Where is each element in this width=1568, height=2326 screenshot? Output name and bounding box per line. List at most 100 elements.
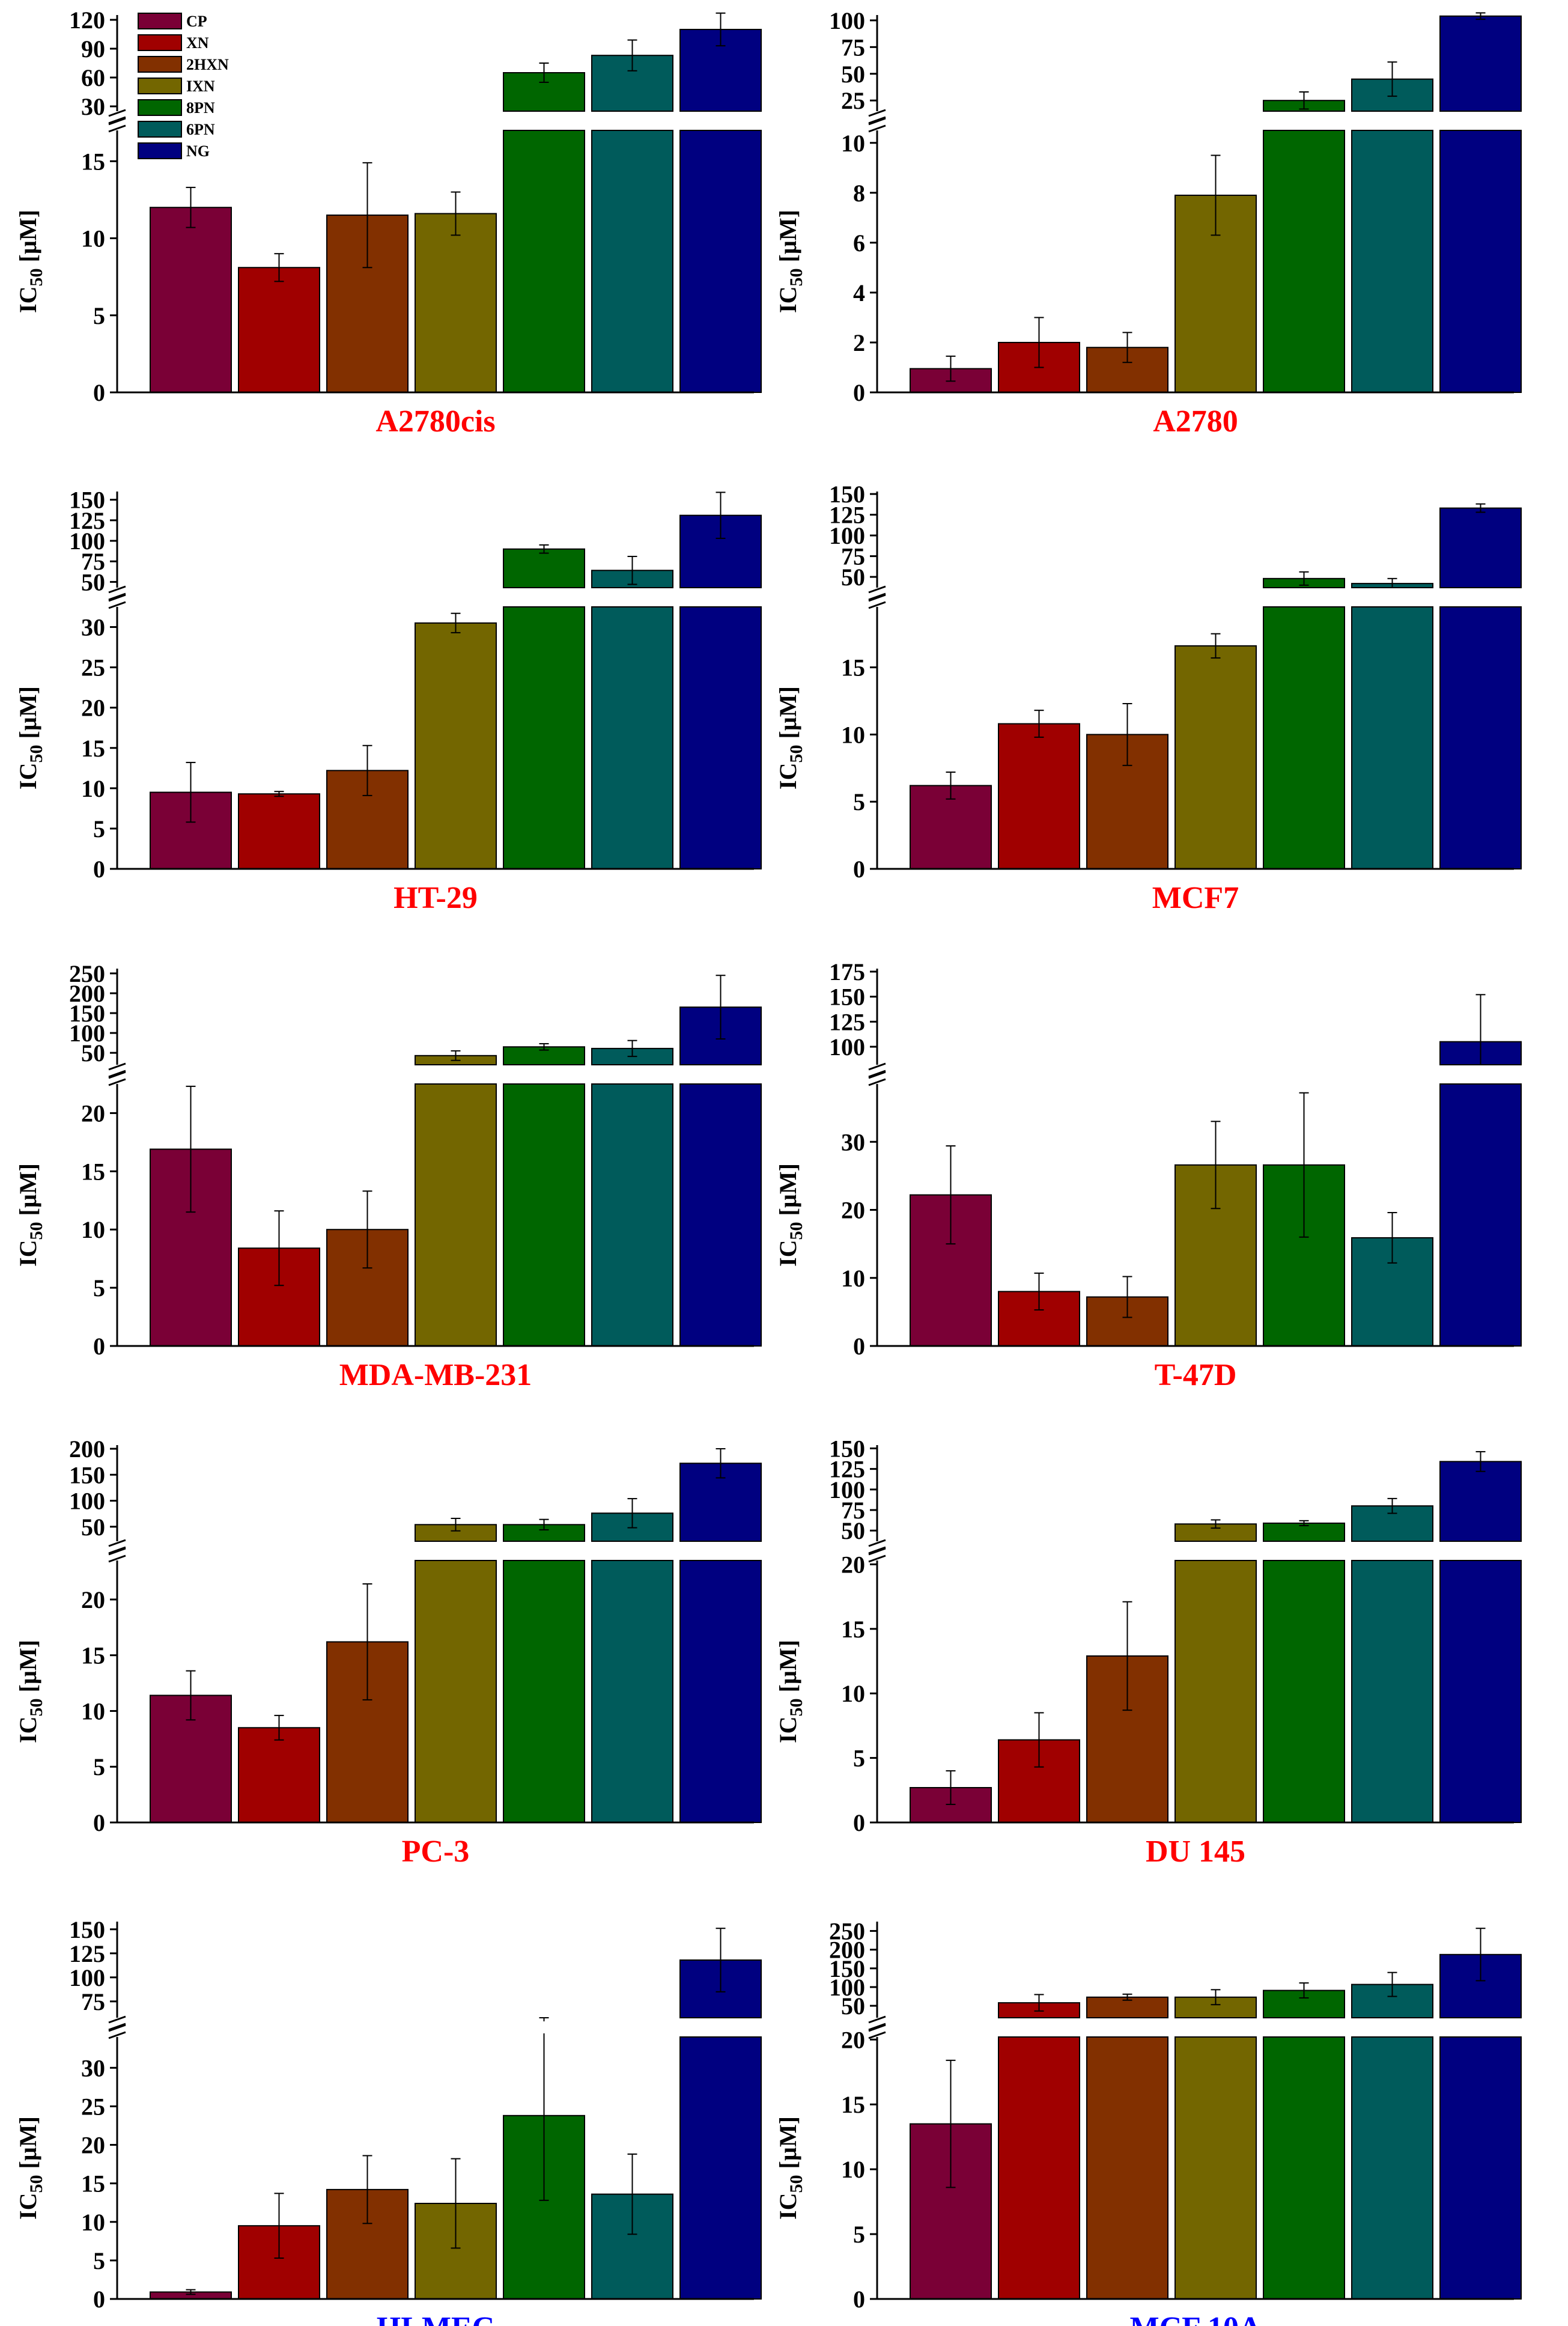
y-tick-label: 25 [81, 654, 105, 681]
y-axis-label: IC50 [µM] [14, 210, 46, 313]
y-tick-label: 5 [93, 2247, 105, 2274]
y-tick-label: 15 [841, 654, 865, 681]
legend-swatch [138, 99, 182, 116]
bar-NG-upper [1439, 1461, 1522, 1542]
y-tick-label: 0 [853, 1809, 865, 1836]
bar-NG-lower [1439, 1083, 1522, 1347]
y-tick-label: 20 [841, 2026, 865, 2053]
y-tick-label: 5 [853, 788, 865, 815]
error-bar-NG [1475, 1451, 1486, 1472]
y-tick-label: 5 [93, 302, 105, 329]
legend-label: NG [186, 142, 210, 160]
y-tick-label: 15 [81, 1158, 105, 1185]
error-bar-2HXN [1122, 1601, 1132, 1711]
legend-label: IXN [186, 78, 215, 95]
bar-NG-lower [1439, 606, 1522, 869]
error-bar-6PN [627, 1498, 637, 1529]
bar-8PN-lower [503, 1560, 585, 1823]
y-tick-label: 0 [93, 2286, 105, 2313]
bar-XN [238, 793, 320, 870]
y-tick-label: 100 [69, 1020, 105, 1047]
panel-title: PC-3 [402, 1834, 470, 1869]
axis-break-mark [108, 1062, 126, 1078]
error-bar-IXN [1211, 1121, 1221, 1210]
axis-break-mark [108, 2024, 126, 2039]
axis-break-mark [868, 109, 886, 124]
error-bar-XN [274, 253, 284, 282]
y-tick-label: 10 [81, 2209, 105, 2236]
bar-IXN-lower [415, 1560, 497, 1823]
y-tick-label: 0 [853, 1333, 865, 1360]
y-tick-label: 150 [69, 1916, 105, 1943]
error-bar-6PN [627, 1040, 637, 1058]
y-tick-label: 10 [81, 1216, 105, 1243]
error-bar-2HXN [1122, 702, 1132, 766]
y-tick-label: 100 [829, 7, 865, 34]
error-bar-NG [1475, 503, 1486, 513]
axis-break-mark [108, 117, 126, 133]
axis-break-mark [108, 2015, 126, 2031]
y-tick-label: 100 [69, 1488, 105, 1515]
bar-NG-upper [1439, 507, 1522, 588]
bar-8PN-lower [1263, 2036, 1345, 2300]
bar-NG-lower [679, 2036, 762, 2300]
y-tick-label: 30 [841, 1128, 865, 1155]
error-bar-NG [1475, 1928, 1486, 1982]
error-bar-CP [946, 1145, 956, 1245]
bar-6PN-lower [591, 1083, 673, 1347]
error-bar-NG [716, 975, 726, 1040]
bar-NG-lower [1439, 1560, 1522, 1823]
y-axis-label: IC50 [µM] [774, 2116, 806, 2220]
y-tick-label: 20 [81, 2132, 105, 2159]
error-bar-CP [186, 761, 196, 823]
bar-8PN-lower [503, 606, 585, 869]
y-tick-label: 30 [81, 2054, 105, 2081]
error-bar-6PN [1387, 61, 1397, 97]
y-tick-label: 20 [81, 695, 105, 722]
bar-XN-lower [998, 2036, 1080, 2300]
y-tick-label: 5 [93, 815, 105, 842]
error-bar-2HXN [362, 2155, 372, 2224]
y-tick-label: 15 [81, 1642, 105, 1669]
y-tick-label: 50 [81, 1040, 105, 1067]
legend-swatch [138, 78, 182, 94]
legend-label: CP [186, 13, 207, 30]
axis-break-mark [108, 585, 126, 601]
legend-swatch [138, 13, 182, 29]
y-tick-label: 6 [853, 230, 865, 257]
bar-8PN-lower [503, 130, 585, 393]
y-tick-label: 250 [69, 960, 105, 987]
bar-8PN-lower [1263, 1560, 1345, 1823]
axis-break-band [115, 115, 756, 127]
y-tick-label: 10 [841, 1265, 865, 1292]
panel-title: MCF7 [1152, 881, 1239, 915]
bar-XN [238, 1727, 320, 1823]
y-tick-label: 2 [853, 329, 865, 356]
y-tick-label: 8 [853, 180, 865, 207]
axis-break-band [115, 1545, 756, 1557]
bar-6PN-lower [1351, 1560, 1433, 1823]
y-axis-label: IC50 [µM] [14, 686, 46, 790]
y-tick-label: 5 [93, 1753, 105, 1780]
y-tick-label: 25 [841, 87, 865, 114]
y-tick-label: 150 [69, 1000, 105, 1027]
legend-swatch [138, 56, 182, 73]
error-bar-8PN [1299, 571, 1309, 586]
y-tick-label: 75 [841, 34, 865, 61]
legend-item-XN: XN [138, 34, 209, 52]
error-bar-8PN [539, 2017, 549, 2201]
error-bar-XN [274, 1714, 284, 1741]
error-bar-2HXN [1122, 1276, 1132, 1318]
bar-6PN-lower [1351, 2036, 1433, 2300]
y-tick-label: 15 [841, 2091, 865, 2118]
y-tick-label: 5 [853, 2221, 865, 2248]
y-tick-label: 4 [853, 279, 865, 306]
error-bar-8PN [539, 1518, 549, 1530]
error-bar-XN [1034, 317, 1044, 368]
error-bar-XN [1034, 1272, 1044, 1311]
y-tick-label: 50 [81, 568, 105, 595]
